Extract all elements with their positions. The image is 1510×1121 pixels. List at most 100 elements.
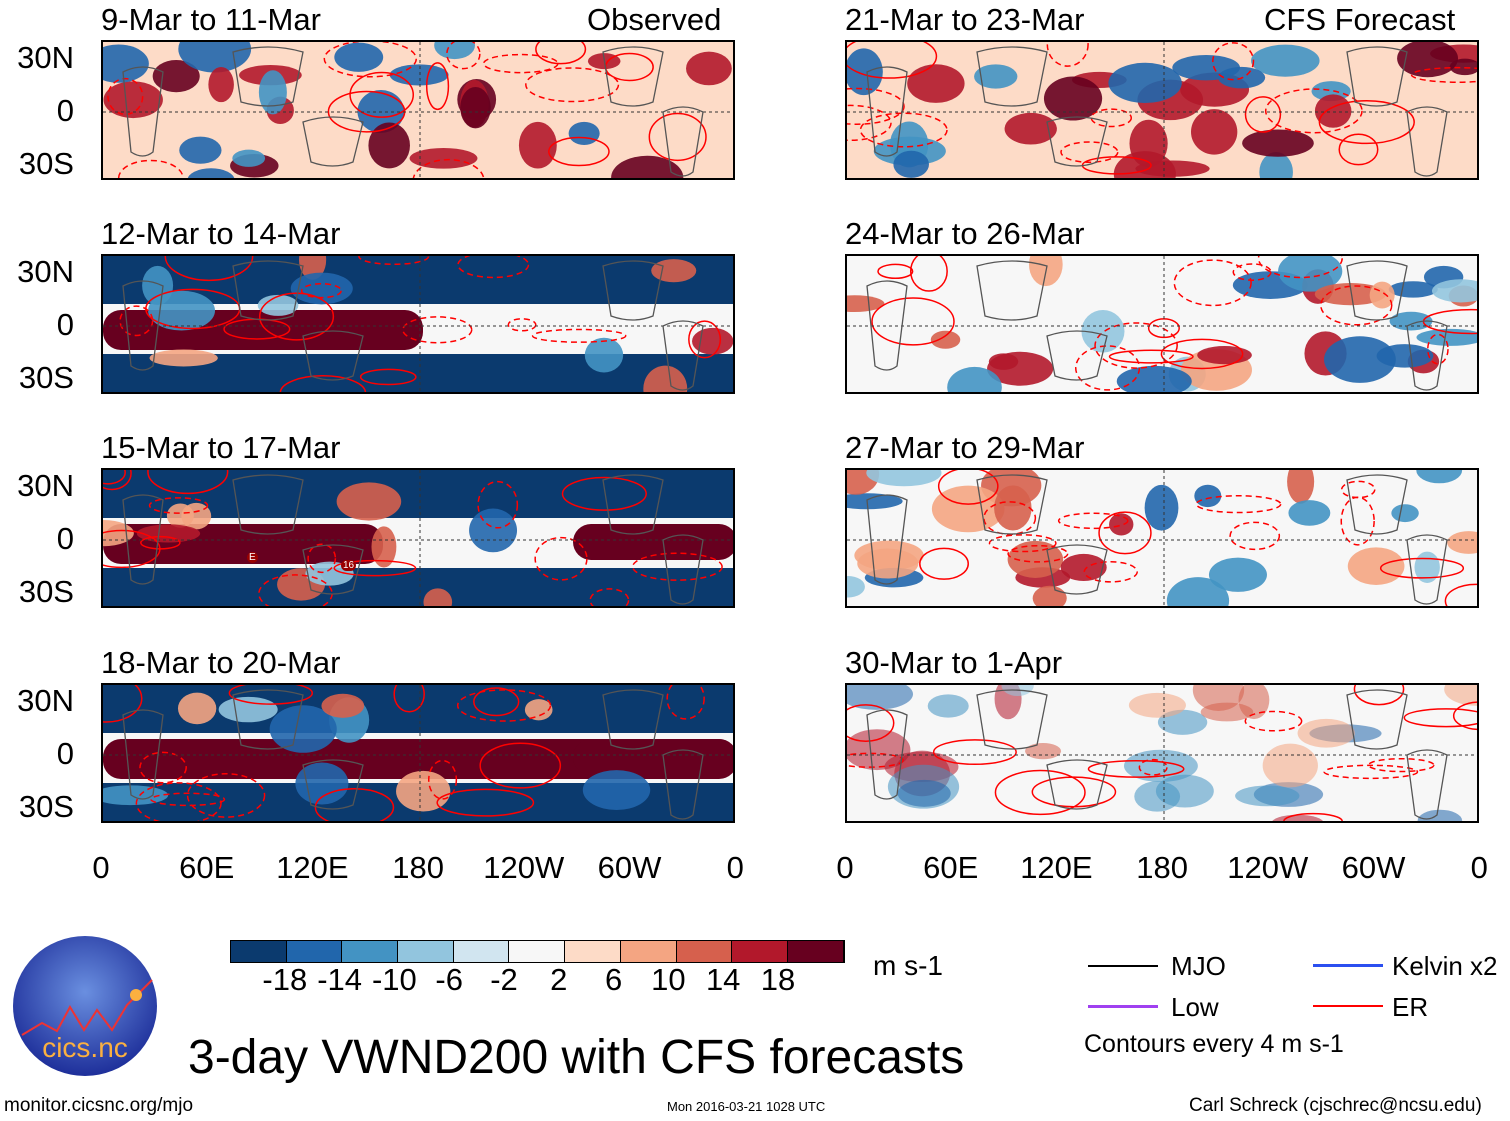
lon-label: 120W	[483, 850, 565, 885]
er-contour	[525, 67, 620, 103]
wind-anomaly-blob	[857, 548, 919, 579]
wind-anomaly-blob	[208, 66, 234, 103]
coastline	[1046, 544, 1108, 595]
map-panel	[101, 468, 735, 608]
er-contour	[148, 497, 209, 514]
coastline	[232, 260, 304, 321]
er-contour	[427, 759, 458, 800]
wind-anomaly-blob	[931, 485, 1005, 533]
wind-anomaly-blob	[1108, 62, 1182, 103]
cics-logo: cics.nc	[12, 935, 158, 1078]
er-contour	[1444, 583, 1477, 606]
er-contour	[535, 42, 587, 65]
coastline	[302, 330, 364, 381]
lon-label: 0	[92, 850, 110, 885]
panel-title: 9-Mar to 11-Mar	[101, 2, 321, 37]
wind-anomaly-blob	[1129, 119, 1168, 168]
wind-anomaly-blob	[469, 508, 518, 553]
wind-anomaly-blob	[847, 295, 885, 312]
colorbar-swatch	[620, 941, 677, 962]
er-contour	[994, 769, 1086, 816]
er-contour	[1410, 66, 1477, 83]
coastline	[866, 66, 908, 157]
wind-anomaly-blob	[927, 694, 969, 718]
coastline	[662, 749, 704, 820]
er-contour	[1338, 133, 1379, 166]
er-contour	[847, 87, 905, 125]
wind-anomaly-blob	[994, 485, 1032, 531]
er-contour	[228, 685, 313, 705]
panel-title: 30-Mar to 1-Apr	[845, 645, 1063, 680]
wind-anomaly-blob	[930, 330, 961, 349]
coastline	[122, 494, 164, 585]
legend-line-kelvin	[1313, 964, 1383, 967]
colorbar-swatch	[231, 941, 287, 962]
panel-title: 27-Mar to 29-Mar	[845, 430, 1085, 465]
er-contour	[412, 158, 485, 178]
wind-anomaly-blob	[1208, 557, 1267, 592]
lat-label: 30N	[17, 40, 74, 75]
wind-anomaly-blob	[1004, 112, 1057, 145]
coastline	[1046, 330, 1108, 381]
er-contour	[1173, 259, 1252, 307]
colorbar-swatch	[398, 941, 454, 962]
colorbar-label: 10	[651, 962, 686, 997]
er-contour	[279, 375, 367, 392]
wind-anomaly-blob	[1128, 692, 1186, 718]
er-contour	[482, 53, 559, 74]
wind-anomaly-blob	[1288, 500, 1331, 526]
wind-anomaly-blob	[518, 121, 557, 169]
wind-anomaly-blob	[692, 327, 733, 355]
coastline	[602, 260, 664, 321]
wind-anomaly-blob	[1144, 484, 1179, 531]
wind-anomaly-blob	[847, 48, 883, 96]
coastline	[302, 759, 364, 810]
colorbar-label: -6	[435, 962, 463, 997]
er-contour	[1320, 285, 1393, 326]
er-contour	[1046, 42, 1089, 67]
coastline	[122, 709, 164, 800]
er-contour	[1098, 511, 1152, 555]
er-contour	[147, 470, 229, 495]
forecast-header: CFS Forecast	[1264, 2, 1456, 37]
er-contour	[688, 320, 722, 359]
legend-line-er	[1313, 1005, 1383, 1007]
storm-marker: E	[247, 552, 258, 563]
er-contour	[1244, 710, 1303, 732]
coastline	[662, 320, 704, 391]
wind-anomaly-blob	[257, 294, 299, 316]
wind-anomaly-blob	[152, 60, 200, 93]
colorbar-swatch	[286, 941, 343, 962]
legend-label-low: Low	[1171, 992, 1219, 1022]
lon-label: 0	[726, 850, 744, 885]
er-contour	[988, 534, 1057, 553]
er-contour	[333, 559, 417, 577]
wind-anomaly-blob	[1123, 749, 1198, 783]
er-contour	[135, 782, 222, 821]
er-contour	[531, 328, 627, 343]
er-contour	[473, 687, 520, 717]
er-contour	[507, 318, 537, 332]
storm-marker: 16	[341, 560, 357, 571]
coastline	[1346, 689, 1408, 750]
wind-anomaly-blob	[974, 64, 1018, 89]
colorbar-swatch	[453, 941, 510, 962]
source-url[interactable]: monitor.cicsnc.org/mjo	[4, 1095, 194, 1116]
wind-anomaly-blob	[269, 705, 337, 753]
coastline	[866, 494, 908, 585]
wind-anomaly-blob	[1109, 513, 1134, 536]
er-contour	[186, 772, 266, 818]
coastline	[1406, 534, 1448, 605]
wind-anomaly-blob	[148, 290, 216, 331]
coastline	[1406, 106, 1448, 177]
lon-label: 60W	[597, 850, 662, 885]
er-contour	[103, 470, 126, 485]
er-contour	[425, 62, 450, 111]
wind-anomaly-blob	[1447, 531, 1477, 554]
lon-label: 180	[1136, 850, 1188, 885]
wind-anomaly-blob	[1287, 470, 1315, 504]
coastline	[232, 46, 304, 107]
lat-label: 30N	[17, 468, 74, 503]
er-contour	[103, 470, 132, 491]
wind-anomaly-blob	[1060, 553, 1107, 582]
